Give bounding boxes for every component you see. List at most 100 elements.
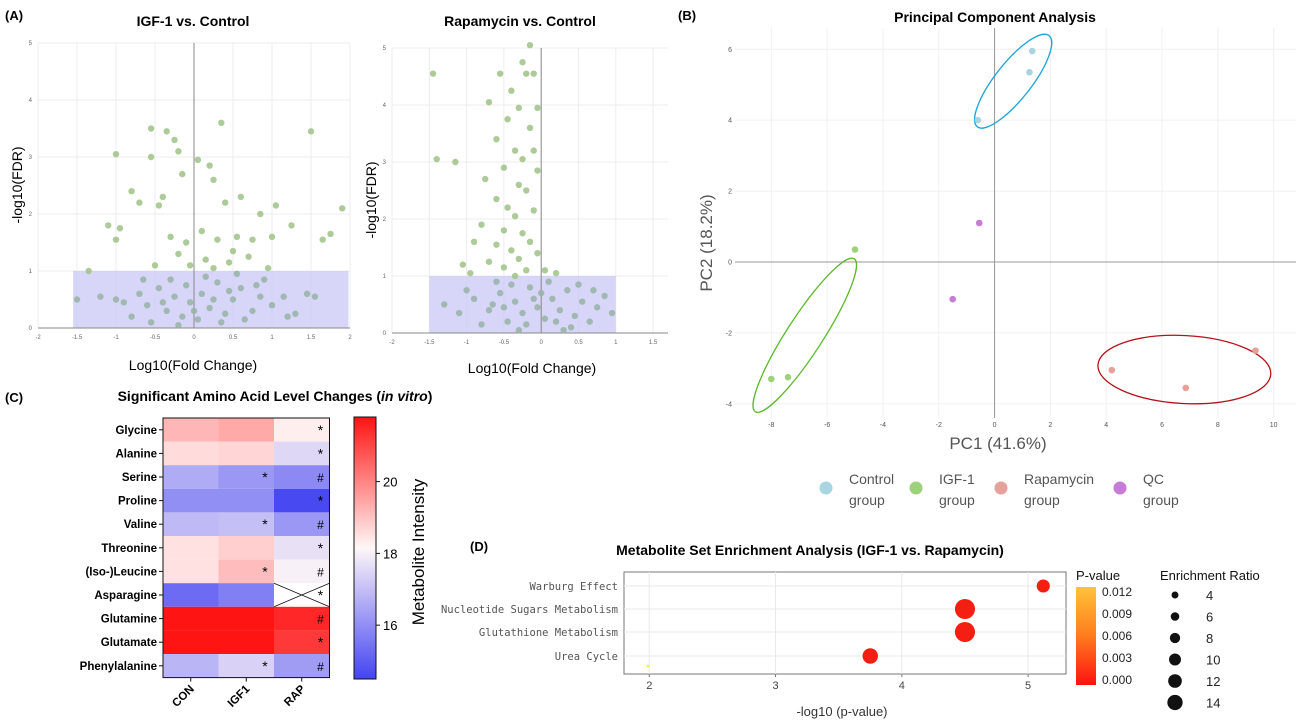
volcano-rap-point-sig [478,221,485,228]
heatmap-row-label: Threonine [101,543,157,555]
volcano-igf1-point-sig [112,236,120,243]
volcano-rap-point-sig [534,167,541,174]
volcano-igf1-point-ns [175,321,182,329]
heatmap-cell [218,559,274,584]
ratio-legend-value: 10 [1206,653,1220,668]
pca-legend-control-label: group [849,492,885,508]
heatmap-cell [218,512,274,536]
volcano-igf1-point-sig [128,188,135,195]
pca-legend-rap-swatch [994,481,1008,495]
volcano-igf1-point-sig [186,262,194,269]
heatmap-row-label: Serine [122,472,157,484]
pca-ytick-label: 4 [728,118,732,125]
volcano-rap-point-ns [575,281,582,288]
heatmap-cell [274,488,330,513]
pca-point-rap [1182,384,1190,392]
heatmap-cell [274,630,330,654]
volcano-rap-point-ns [567,324,575,331]
msea-xtick-label: 5 [1025,680,1031,692]
msea-xtick-label: 2 [646,680,652,692]
pca-ytick-label: -4 [726,401,732,408]
volcano-rap-point-sig [511,212,519,220]
heatmap-row-label: Proline [118,496,157,508]
volcano-rap-point-sig [519,59,526,66]
msea-plot-frame [623,571,1067,675]
pca-legend-rap-label: group [1024,492,1060,508]
heatmap-marker: * [318,587,324,603]
volcano-rap-point-sig [500,227,508,234]
volcano-igf1-point-ns [190,307,198,315]
volcano-igf1-point-sig [202,256,209,263]
heatmap-marker: # [317,565,324,579]
volcano-rap-point-ns [552,318,560,325]
volcano-igf1-point-ns [233,270,241,278]
volcano-rap-point-ns [571,312,578,320]
pca-ellipse-igf1 [752,257,858,414]
volcano-igf1-ytick-label: 1 [29,269,33,275]
heatmap-cell [218,536,274,560]
volcano-igf1-point-sig [225,259,233,266]
volcano-igf1-point-sig [257,210,264,218]
msea-point [954,621,976,643]
volcano-rap-point-sig [511,272,519,280]
volcano-rap-point-ns [586,318,593,325]
msea-point [1036,579,1050,593]
volcano-igf1-point-sig [171,136,178,144]
pca-legend-igf1-label: group [939,492,975,508]
volcano-igf1-point-ns [241,316,248,323]
ratio-legend-dot [1170,612,1180,621]
volcano-rap-threshold-band [429,276,616,333]
volcano-igf1-point-ns [186,299,194,306]
volcano-igf1-point-ns [171,293,178,300]
volcano-igf1-point-sig [147,153,155,161]
volcano-rap-point-sig [504,116,511,123]
volcano-rap-point-sig [523,187,530,194]
heatmap-row-label: Glutamine [101,614,157,626]
volcano-rap-point-sig [493,136,500,143]
heatmap-cell [218,418,274,442]
ratio-legend-dot [1171,591,1179,599]
volcano-rap-point-sig [526,124,534,131]
volcano-rap-ytick-label: 3 [383,160,387,166]
ratio-legend-dot [1169,632,1181,644]
pca-point-control [1028,47,1036,55]
volcano-rap-point-ns [530,295,537,302]
heatmap-marker: * [318,422,324,438]
volcano-rap-xtick-label: 1.5 [649,340,658,346]
msea-point [862,648,878,664]
heatmap-title-main: Significant Amino Acid Level Changes ( [118,388,382,404]
volcano-igf1-title: IGF-1 vs. Control [137,13,250,29]
volcano-rap-point-sig [530,147,537,154]
volcano-igf1-point-ns [167,276,174,283]
volcano-rap-xlabel: Log10(Fold Change) [468,360,596,376]
ratio-legend-dot [1168,674,1182,688]
volcano-rap-point-sig [541,267,549,274]
volcano-rap-point-sig [429,70,437,77]
pca-point-control [974,116,982,124]
ratio-legend-value: 14 [1206,696,1220,711]
heatmap-row-label: Glutamate [101,637,157,649]
pca-legend-igf1-label: IGF-1 [939,471,975,487]
heatmap-cell [218,654,274,678]
volcano-rap-point-ns [537,289,545,297]
colorbar-label: Metabolite Intensity [409,478,428,625]
heatmap-marker: * [318,493,324,509]
pca-legend-igf1-swatch [909,481,923,495]
heatmap-cell [163,559,219,584]
volcano-igf1-point-sig [288,222,295,229]
volcano-rap-ytick-label: 1 [383,274,387,280]
heatmap-cell [274,465,330,489]
volcano-rap-point-ns [500,304,508,311]
heatmap-cell [163,465,219,489]
heatmap-cell-cross [273,582,330,608]
pvalue-legend-tick: 0.000 [1102,673,1132,687]
pca-point-qc [975,219,983,227]
heatmap-cell [274,441,330,466]
volcano-igf1-point-sig [233,233,241,240]
heatmap-title-end: ) [428,388,433,404]
heatmap-cell [274,559,330,584]
volcano-rap-point-sig [526,41,534,49]
volcano-rap-point-ns [556,307,564,314]
heatmap-col-label: CON [170,683,197,710]
volcano-igf1-point-ns [179,313,186,320]
